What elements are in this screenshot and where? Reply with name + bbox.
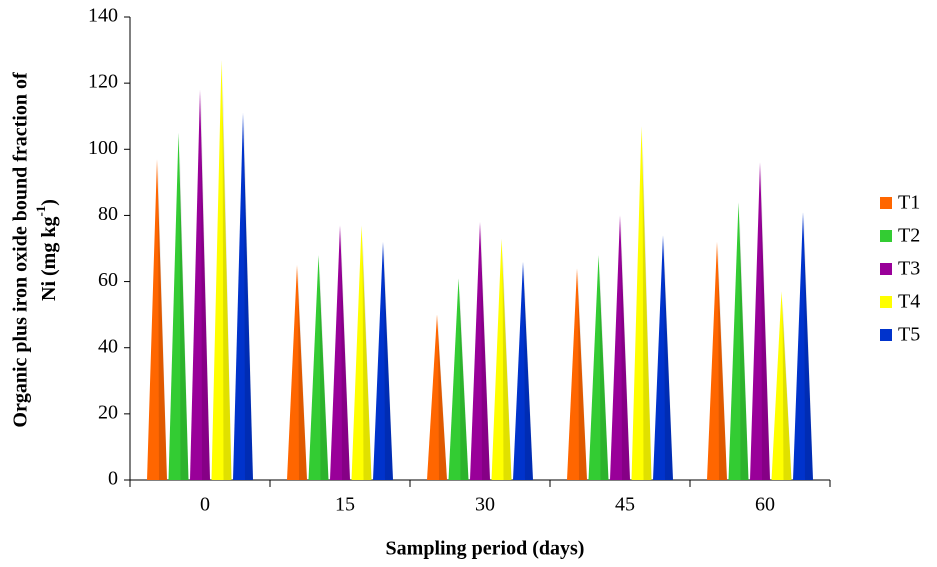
x-tick-label: 15 — [335, 494, 355, 516]
bar-shade — [782, 297, 792, 480]
bar — [707, 241, 727, 480]
legend-label: T4 — [898, 291, 920, 313]
x-tick-label: 0 — [200, 494, 210, 516]
bar-shade — [201, 95, 210, 480]
legend-swatch — [880, 263, 892, 275]
y-label-text: Ni (mg kg — [38, 217, 60, 301]
bar-shade — [761, 168, 770, 480]
bar — [567, 268, 587, 480]
bar-shade — [384, 247, 393, 480]
x-tick-label: 30 — [475, 494, 495, 516]
bar-shade — [298, 271, 307, 480]
bar — [427, 314, 447, 480]
legend-swatch — [880, 230, 892, 242]
bar-shade — [244, 118, 253, 481]
y-tick-label: 140 — [88, 5, 118, 27]
bar — [750, 162, 770, 480]
bar-shade — [502, 244, 512, 480]
bar — [771, 291, 792, 480]
bar — [168, 132, 189, 480]
bar — [373, 241, 393, 480]
bar — [233, 112, 253, 481]
bar-shade — [438, 320, 447, 480]
bar-shade — [804, 218, 813, 480]
bar — [287, 265, 307, 480]
legend-swatch — [880, 329, 892, 341]
bar-shade — [319, 261, 329, 480]
bar — [211, 59, 232, 480]
x-axis-label: Sampling period (days) — [386, 538, 585, 560]
bar-shade — [524, 267, 533, 480]
bar-shade — [459, 284, 469, 480]
x-tick-label: 60 — [755, 494, 775, 516]
bar-shade — [599, 261, 609, 480]
bar-shade — [362, 231, 372, 480]
bar — [330, 225, 350, 480]
bar-shade — [664, 241, 673, 480]
bar — [351, 225, 372, 480]
bar — [793, 212, 813, 480]
bar — [610, 215, 630, 480]
bar — [308, 255, 329, 480]
y-tick-label: 20 — [98, 401, 118, 423]
y-tick-label: 60 — [98, 269, 118, 291]
bar — [728, 202, 749, 480]
y-label-sup: -1 — [33, 206, 48, 217]
bar — [491, 238, 512, 480]
bar-shade — [739, 208, 749, 480]
legend-swatch — [880, 197, 892, 209]
y-axis-label: Organic plus iron oxide bound fraction o… — [10, 72, 32, 428]
bar-shade — [578, 274, 587, 480]
bar — [631, 126, 652, 480]
bar-shade — [222, 65, 232, 480]
bar-shade — [481, 228, 490, 480]
bar — [588, 255, 609, 480]
legend-label: T1 — [898, 192, 920, 214]
bar — [513, 261, 533, 480]
y-tick-label: 0 — [108, 468, 118, 490]
x-tick-label: 45 — [615, 494, 635, 516]
bar — [448, 278, 469, 480]
y-tick-label: 100 — [88, 137, 118, 159]
bar — [470, 222, 490, 481]
bar-shade — [158, 165, 167, 480]
bar-shade — [642, 132, 652, 480]
bar-shade — [179, 138, 189, 480]
y-tick-label: 120 — [88, 71, 118, 93]
y-label-text: ) — [38, 199, 60, 206]
bar-shade — [718, 247, 727, 480]
bar-shade — [341, 231, 350, 480]
bar — [653, 235, 673, 480]
bar-shade — [621, 221, 630, 480]
legend-label: T5 — [898, 324, 920, 346]
y-tick-label: 40 — [98, 335, 118, 357]
legend-label: T2 — [898, 225, 920, 247]
legend-label: T3 — [898, 258, 920, 280]
y-tick-label: 80 — [98, 203, 118, 225]
bar — [190, 89, 210, 480]
legend-swatch — [880, 296, 892, 308]
bar — [147, 159, 167, 480]
y-axis-label: Ni (mg kg-1) — [33, 199, 60, 301]
